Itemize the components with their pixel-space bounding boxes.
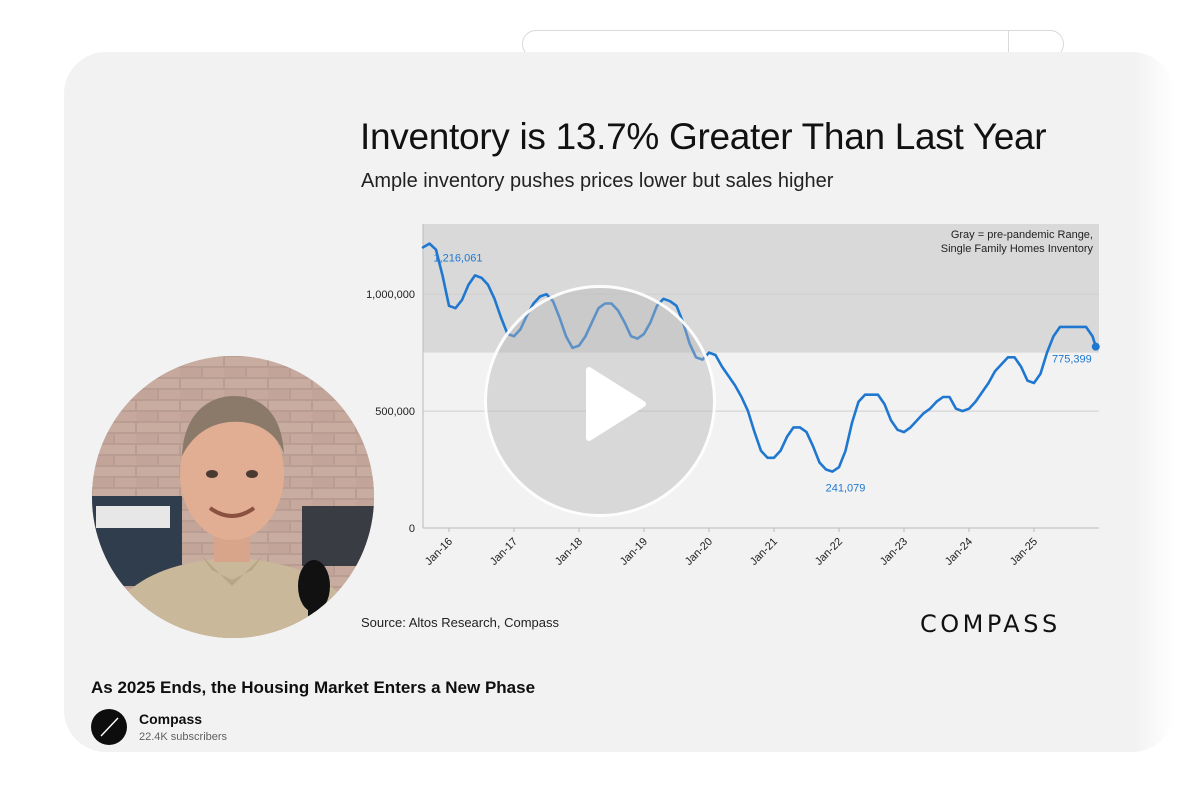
presenter-photo bbox=[92, 356, 374, 638]
x-tick-label: Jan-18 bbox=[553, 536, 585, 568]
compass-logo: COMPASS bbox=[920, 610, 1061, 638]
data-label: 1,216,061 bbox=[434, 253, 483, 265]
x-tick-label: Jan-24 bbox=[943, 536, 975, 568]
play-button[interactable] bbox=[484, 285, 716, 517]
play-icon bbox=[586, 367, 646, 441]
x-tick-label: Jan-19 bbox=[618, 536, 650, 568]
y-tick-label: 1,000,000 bbox=[366, 289, 415, 301]
y-tick-label: 500,000 bbox=[375, 406, 415, 418]
data-label: 241,079 bbox=[826, 483, 866, 495]
legend-line-2: Single Family Homes Inventory bbox=[941, 243, 1094, 255]
x-tick-label: Jan-22 bbox=[813, 536, 845, 568]
video-title[interactable]: As 2025 Ends, the Housing Market Enters … bbox=[91, 678, 536, 697]
edge-fade bbox=[1134, 52, 1174, 752]
x-tick-label: Jan-17 bbox=[488, 536, 520, 568]
search-divider bbox=[1008, 30, 1009, 56]
data-label: 775,399 bbox=[1052, 354, 1092, 366]
video-card: Inventory is 13.7% Greater Than Last Yea… bbox=[64, 52, 1174, 752]
channel-name[interactable]: Compass bbox=[139, 711, 203, 727]
x-tick-label: Jan-25 bbox=[1008, 536, 1040, 568]
inventory-line-chart: 0 500,000 1,000,000 Jan-16 Jan-17 Jan-18 Jan-… bbox=[366, 224, 1100, 568]
slide-title: Inventory is 13.7% Greater Than Last Yea… bbox=[360, 116, 1047, 157]
slide-subtitle: Ample inventory pushes prices lower but … bbox=[361, 170, 834, 192]
compass-needle-icon bbox=[100, 717, 119, 737]
x-tick-label: Jan-16 bbox=[423, 536, 455, 568]
x-tick-label: Jan-23 bbox=[878, 536, 910, 568]
channel-avatar[interactable] bbox=[91, 709, 127, 745]
series-end-point bbox=[1091, 342, 1100, 351]
presenter-avatar bbox=[92, 356, 374, 638]
subscriber-count: 22.4K subscribers bbox=[139, 731, 228, 743]
x-tick-label: Jan-21 bbox=[748, 536, 780, 568]
chart-source: Source: Altos Research, Compass bbox=[361, 615, 559, 630]
series-line-inventory bbox=[421, 242, 1098, 473]
x-tick-label: Jan-20 bbox=[683, 536, 715, 568]
legend-line-1: Gray = pre-pandemic Range, bbox=[951, 229, 1093, 241]
y-tick-label: 0 bbox=[409, 523, 415, 535]
